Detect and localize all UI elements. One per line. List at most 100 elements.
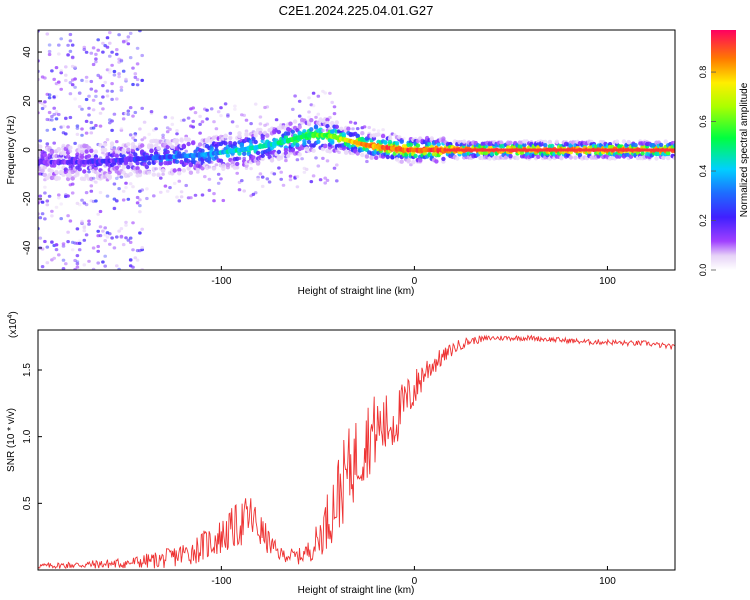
spectrogram-cell	[105, 36, 110, 40]
spectrogram-cell	[110, 97, 114, 101]
spectrogram-cell	[80, 127, 84, 131]
spectrogram-cell	[559, 155, 564, 160]
spectrogram-cell	[140, 188, 144, 192]
spectrogram-cell	[153, 150, 159, 156]
spectrogram-cell	[175, 132, 179, 136]
spectrogram-cell	[154, 167, 158, 171]
spectrogram-cell	[108, 232, 112, 236]
spectrogram-cell	[59, 37, 63, 41]
spectrogram-cell	[182, 118, 186, 122]
spectrogram-cell	[103, 239, 107, 243]
spectrogram-cell	[82, 224, 87, 228]
spectrogram-cell	[149, 110, 154, 114]
spectrogram-cell	[66, 53, 70, 57]
spectrogram-cell	[57, 253, 61, 257]
spectrogram-cell	[154, 159, 158, 164]
spectrogram-cell	[253, 131, 258, 136]
spectrogram-cell	[140, 246, 144, 250]
spectrogram-cell	[96, 229, 100, 233]
spectrogram-cell	[87, 113, 91, 117]
spectrogram-cell	[68, 115, 73, 120]
spectrogram-cell	[249, 122, 253, 126]
spectrogram-cell	[68, 145, 73, 150]
spectrogram-cell	[47, 43, 52, 47]
spectrogram-cell	[61, 258, 66, 262]
spectrogram-cell	[107, 174, 113, 179]
spectrogram-cell	[49, 149, 55, 155]
spectrogram-cell	[54, 243, 59, 247]
spectrogram-cell	[140, 143, 145, 148]
spectrogram-cell	[135, 46, 140, 50]
spectrogram-cell	[138, 30, 142, 33]
spectrogram-cell	[43, 217, 47, 221]
spectrogram-cell	[200, 166, 205, 171]
spectrogram-cell	[119, 227, 124, 231]
spectrogram-cell	[209, 107, 214, 111]
spectrogram-cell	[38, 236, 43, 240]
spectrogram-cell	[124, 39, 128, 43]
spectrogram-cell	[253, 139, 258, 145]
spectrogram-cell	[64, 65, 68, 69]
snr-y-tick-label: 0.5	[22, 496, 33, 510]
spectrogram-cell	[235, 165, 240, 170]
spectrogram-cell	[237, 151, 242, 156]
spectrogram-cell	[367, 125, 372, 130]
spectrogram-cell	[64, 116, 68, 120]
spectrogram-cell	[235, 124, 239, 128]
spectrogram-cell	[45, 203, 50, 207]
spectrogram-cell	[50, 69, 54, 73]
snr-series-line	[38, 334, 675, 570]
spectrogram-cell	[343, 150, 349, 155]
spectrogram-cell	[61, 242, 66, 246]
spectrogram-cell	[110, 82, 114, 86]
spectrogram-cell	[293, 94, 297, 98]
spectrogram-cell	[207, 188, 212, 192]
spectrogram-cell	[89, 184, 94, 188]
snr-frame	[37, 329, 676, 571]
colorbar-gradient	[711, 30, 736, 270]
spectrogram-cell	[91, 246, 96, 250]
spectrogram-cell	[295, 185, 300, 189]
spectrogram-cell	[138, 127, 142, 131]
spectrogram-cell	[200, 193, 205, 197]
spectrogram-cell	[235, 161, 240, 167]
spectrogram-cell	[151, 166, 156, 172]
spectrogram-cell	[168, 186, 172, 190]
spectrogram-cell	[288, 174, 293, 178]
spectrogram-x-ticks: -100 0 100	[211, 266, 616, 287]
spectrogram-cell	[441, 156, 446, 162]
spectrogram-cell	[91, 46, 96, 50]
spectrogram-cell	[77, 248, 82, 252]
spectrogram-cell	[80, 107, 84, 111]
spectrogram-cell	[112, 246, 117, 250]
spectrogram-cell	[59, 202, 63, 206]
spectrogram-cell	[80, 133, 84, 137]
spectrogram-cell	[40, 265, 45, 269]
spectrogram-cell	[103, 226, 107, 230]
spectrogram-cell	[64, 262, 68, 266]
spectrogram-cell	[80, 198, 84, 202]
spectrogram-cell	[499, 140, 504, 145]
spectrogram-cell	[325, 117, 330, 123]
spectrogram-cell	[126, 109, 131, 113]
spectrogram-cell	[57, 80, 61, 84]
spectrogram-cell	[321, 128, 325, 133]
spectrogram-cell	[330, 145, 335, 149]
spectrogram-cell	[255, 161, 261, 166]
spectrogram-cell	[175, 195, 179, 199]
spectrogram-cell	[84, 75, 89, 79]
spectrogram-cell	[135, 195, 140, 200]
snr-scale-base: (x10	[8, 318, 19, 338]
spectrogram-cell	[341, 132, 346, 137]
spectrogram-cell	[237, 133, 242, 139]
spectrogram-cell	[156, 145, 161, 151]
spectrogram-cell	[172, 181, 177, 185]
spectrogram-cell	[249, 167, 253, 171]
spectrogram-cell	[281, 183, 286, 187]
spectrogram-cell	[96, 73, 100, 77]
spectrogram-cell	[225, 153, 231, 158]
spectrogram-cell	[75, 254, 80, 258]
spectrogram-cell	[108, 242, 112, 246]
spectrogram-cell	[335, 179, 339, 183]
